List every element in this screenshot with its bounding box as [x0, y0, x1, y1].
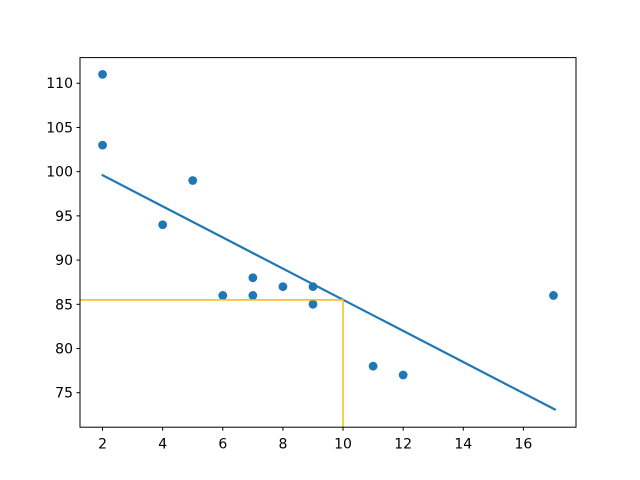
y-tick-label: 100 [46, 165, 73, 181]
data-point [368, 361, 378, 371]
data-point [218, 291, 228, 300]
data-point [188, 176, 198, 185]
data-point [308, 299, 318, 309]
y-tick-label: 75 [55, 386, 73, 402]
x-tick-label: 16 [514, 437, 532, 453]
data-point [98, 140, 107, 150]
y-tick-label: 90 [55, 253, 73, 269]
plot-border [79, 57, 577, 428]
trend-line [101, 174, 557, 411]
data-point [248, 273, 258, 283]
data-point [549, 291, 558, 300]
x-tick-label: 10 [334, 437, 352, 453]
x-tick-label: 14 [454, 437, 472, 453]
data-point [398, 370, 408, 380]
data-point [248, 291, 258, 300]
x-tick-label: 6 [218, 437, 227, 453]
data-point [158, 220, 168, 230]
y-tick-label: 85 [55, 297, 73, 313]
data-point [98, 70, 107, 79]
y-tick-label: 80 [55, 342, 73, 358]
y-tick-label: 105 [46, 120, 73, 136]
y-tick-label: 95 [55, 209, 73, 225]
data-point [278, 282, 288, 292]
x-tick-label: 8 [278, 437, 287, 453]
x-tick-label: 12 [394, 437, 412, 453]
x-tick-label: 2 [98, 437, 107, 453]
x-tick-label: 4 [158, 437, 167, 453]
y-tick-label: 110 [46, 76, 73, 92]
